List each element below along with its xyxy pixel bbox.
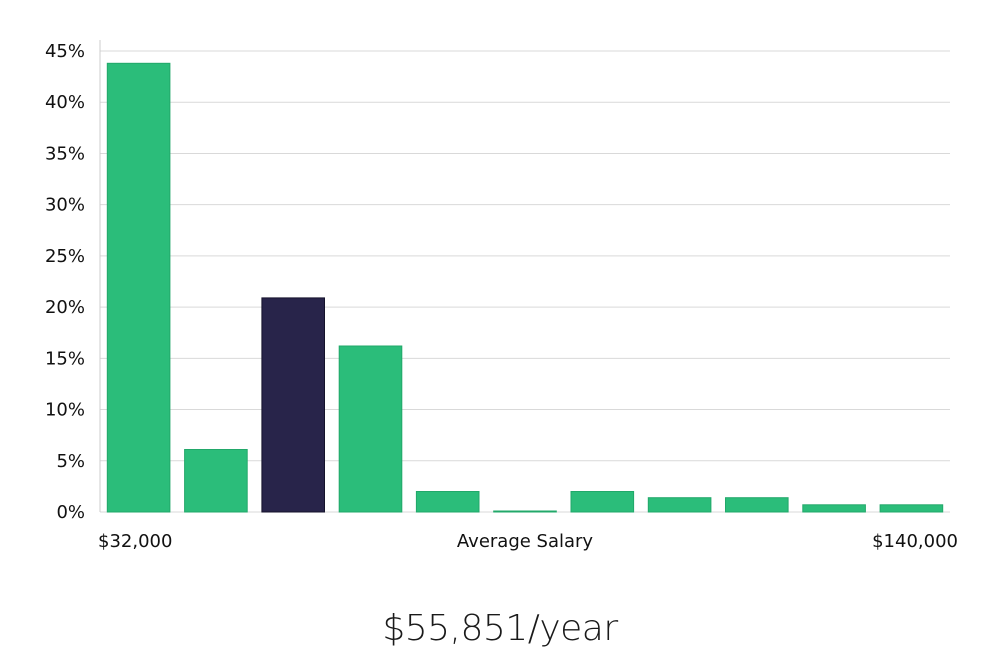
y-tick-label: 0% bbox=[56, 502, 85, 523]
bar bbox=[570, 491, 635, 513]
y-tick-label: 15% bbox=[45, 348, 85, 369]
x-axis-title: Average Salary bbox=[457, 531, 594, 552]
y-tick-label: 25% bbox=[45, 246, 85, 267]
bar bbox=[647, 497, 712, 513]
bar bbox=[879, 504, 944, 513]
bars bbox=[106, 62, 944, 513]
salary-histogram: 0% 5% 10% 15% 20% 25% 30% 35% 40% 45% $32,000 Ave… bbox=[45, 40, 958, 552]
y-tick-label: 45% bbox=[45, 41, 85, 62]
bar-highlighted bbox=[261, 297, 325, 513]
bar bbox=[338, 345, 403, 513]
y-tick-label: 20% bbox=[45, 297, 85, 318]
y-tick-label: 30% bbox=[45, 195, 85, 216]
bar bbox=[493, 510, 557, 513]
average-salary-value: $55,851/year bbox=[382, 608, 618, 649]
bar bbox=[725, 497, 789, 513]
x-max-label: $140,000 bbox=[872, 531, 958, 552]
bar bbox=[184, 449, 248, 513]
x-min-label: $32,000 bbox=[98, 531, 172, 552]
y-axis-ticks: 0% 5% 10% 15% 20% 25% 30% 35% 40% 45% bbox=[45, 41, 85, 523]
bar bbox=[802, 504, 866, 513]
y-tick-label: 35% bbox=[45, 143, 85, 164]
y-tick-label: 40% bbox=[45, 92, 85, 113]
bar bbox=[415, 491, 480, 513]
y-tick-label: 5% bbox=[56, 451, 85, 472]
gridlines bbox=[100, 50, 950, 513]
y-tick-label: 10% bbox=[45, 400, 85, 421]
bar bbox=[106, 62, 171, 513]
